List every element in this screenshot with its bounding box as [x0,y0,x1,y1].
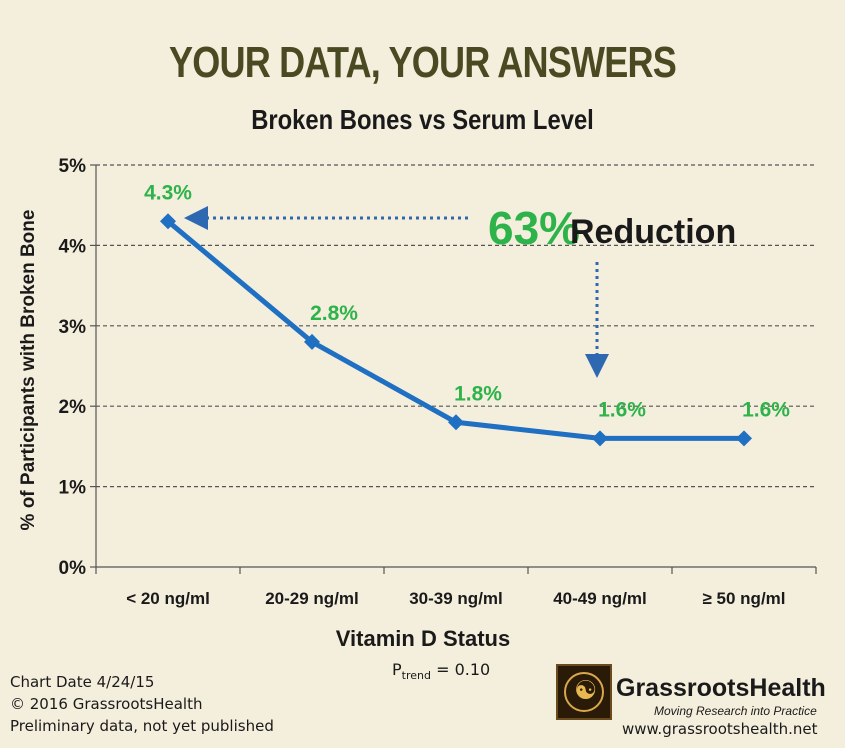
brand-tagline: Moving Research into Practice [654,704,817,718]
annotation-percent: 63% [488,202,580,254]
y-tick-label: 3% [59,317,87,338]
y-tick-label: 5% [59,156,87,177]
data-label: 1.6% [742,398,790,421]
footer-notes: Chart Date 4/24/15 © 2016 GrassrootsHeal… [10,671,274,737]
y-axis-label: % of Participants with Broken Bone [18,210,39,531]
data-point-marker [304,333,320,350]
data-point-marker [592,430,608,447]
p-trend-symbol: P [392,660,402,679]
logo-circle [564,672,604,712]
data-label: 4.3% [144,181,192,204]
x-tick-label: 40-49 ng/ml [553,589,647,608]
annotation-text: Reduction [570,213,736,251]
x-tick-label: ≥ 50 ng/ml [702,589,785,608]
page-title: YOUR DATA, YOUR ANSWERS [168,38,677,87]
chart-subtitle: Broken Bones vs Serum Level [251,104,594,135]
logo-icon: ☯ [556,664,612,720]
p-trend: Ptrend = 0.10 [392,660,490,682]
data-label: 2.8% [310,302,358,325]
x-tick-label: 30-39 ng/ml [409,589,503,608]
y-tick-label: 2% [59,397,87,418]
data-label: 1.8% [454,382,502,405]
data-label: 1.6% [598,398,646,421]
preliminary-note: Preliminary data, not yet published [10,717,274,735]
data-point-marker [160,213,176,230]
p-trend-subscript: trend [401,669,431,683]
p-trend-value: = 0.10 [436,660,491,679]
x-tick-label: < 20 ng/ml [126,589,210,608]
x-axis-label: Vitamin D Status [336,626,510,651]
y-tick-label: 4% [59,236,87,257]
vitruvian-figure-icon: ☯ [574,676,598,706]
data-point-marker [736,430,752,447]
x-tick-label: 20-29 ng/ml [265,589,359,608]
website-link[interactable]: www.grassrootshealth.net [622,720,818,738]
brand-name: GrassrootsHealth [616,674,826,702]
y-tick-label: 0% [59,558,87,579]
y-tick-label: 1% [59,478,87,499]
copyright: © 2016 GrassrootsHealth [10,695,203,713]
data-point-marker [448,414,464,431]
chart-date: Chart Date 4/24/15 [10,673,155,691]
